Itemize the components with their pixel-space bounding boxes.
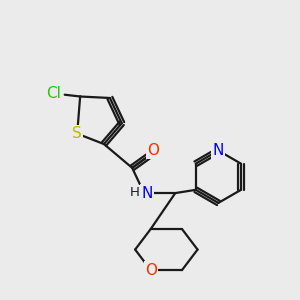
Text: H: H xyxy=(130,186,140,199)
Text: N: N xyxy=(213,143,224,158)
Text: N: N xyxy=(141,186,153,201)
Text: Cl: Cl xyxy=(46,86,61,101)
Text: S: S xyxy=(72,126,82,141)
Text: O: O xyxy=(145,263,157,278)
Text: O: O xyxy=(147,143,159,158)
